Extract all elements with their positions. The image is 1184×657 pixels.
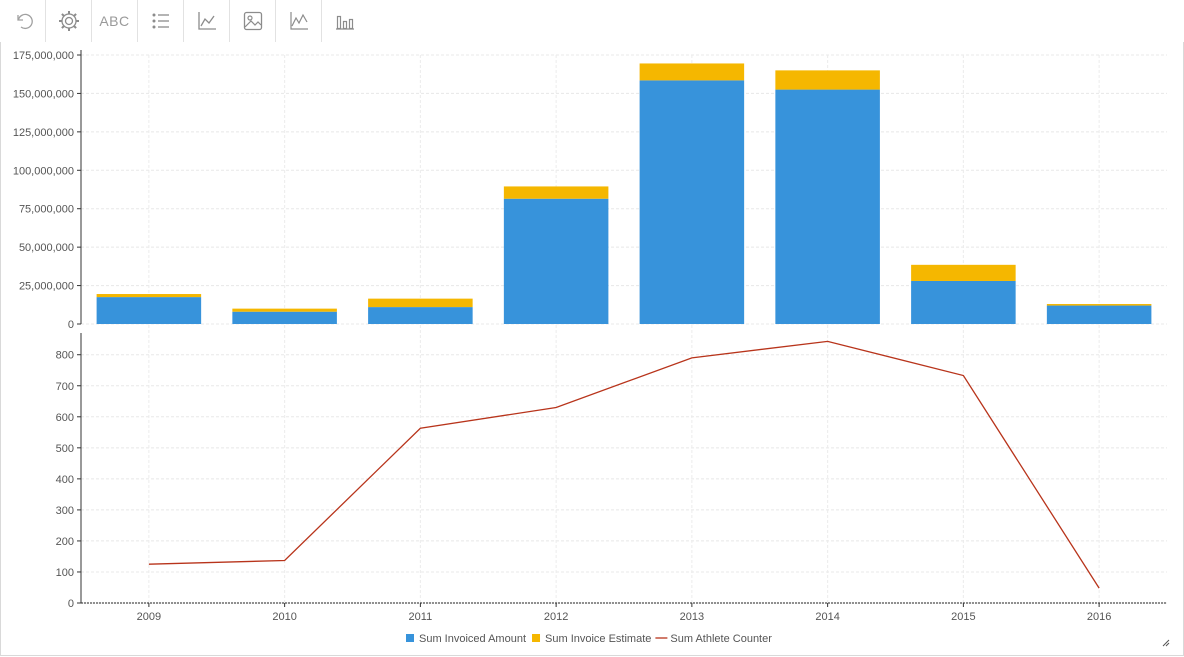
y-tick-label-bottom: 200 xyxy=(56,536,74,548)
y-tick-label-top: 50,000,000 xyxy=(19,242,74,254)
y-tick-label-top: 100,000,000 xyxy=(13,165,74,177)
bar[interactable] xyxy=(911,280,1016,324)
bar[interactable] xyxy=(639,80,745,324)
legend-label: Sum Invoice Estimate xyxy=(545,633,651,645)
bar[interactable] xyxy=(639,63,745,81)
x-tick-label: 2016 xyxy=(1087,611,1111,623)
bars xyxy=(96,63,1152,324)
bar[interactable] xyxy=(96,294,202,298)
legend-label: Sum Invoiced Amount xyxy=(419,633,526,645)
bar[interactable] xyxy=(368,307,473,324)
y-tick-label-top: 75,000,000 xyxy=(19,204,74,216)
image-icon xyxy=(243,11,262,31)
y-tick-label-top: 25,000,000 xyxy=(19,281,74,293)
x-tick-label: 2011 xyxy=(409,611,433,623)
bar[interactable] xyxy=(1046,304,1152,306)
y-tick-label-bottom: 600 xyxy=(56,412,74,424)
gear-icon xyxy=(58,11,79,31)
line-chart-button[interactable] xyxy=(276,0,322,42)
axes-button[interactable] xyxy=(184,0,230,42)
y-tick-label-top: 125,000,000 xyxy=(13,127,74,139)
bar[interactable] xyxy=(96,297,202,324)
x-tick-label: 2015 xyxy=(951,611,975,623)
legend-swatch xyxy=(406,634,414,642)
bar[interactable] xyxy=(368,298,473,308)
y-tick-label-bottom: 0 xyxy=(68,598,74,610)
y-tick-label-bottom: 700 xyxy=(56,381,74,393)
text-button-label: ABC xyxy=(99,13,130,29)
grid xyxy=(81,54,1167,604)
bar[interactable] xyxy=(503,198,609,324)
bar[interactable] xyxy=(775,89,880,324)
list-icon xyxy=(152,13,169,29)
axes-icon xyxy=(197,12,216,30)
axes: 0 25,000,000 50,000,000 75,000,000 100,000,0… xyxy=(13,50,1167,623)
bar[interactable] xyxy=(503,186,609,199)
x-tick-label: 2012 xyxy=(544,611,568,623)
legend: Sum Invoiced Amount Sum Invoice Estimate S… xyxy=(406,633,772,645)
bar[interactable] xyxy=(911,264,1016,281)
x-tick-label: 2009 xyxy=(137,611,161,623)
legend-button[interactable] xyxy=(138,0,184,42)
resize-grip-icon[interactable] xyxy=(1162,639,1170,647)
y-tick-label-top: 175,000,000 xyxy=(13,50,74,62)
bar[interactable] xyxy=(1046,305,1152,324)
undo-icon xyxy=(16,13,33,30)
y-tick-label-top: 0 xyxy=(68,319,74,331)
bar-chart-button[interactable] xyxy=(322,0,368,42)
bar-chart-icon xyxy=(336,15,354,30)
y-tick-label-top: 150,000,000 xyxy=(13,88,74,100)
line-chart-icon xyxy=(289,12,308,30)
x-tick-label: 2010 xyxy=(272,611,296,623)
y-tick-label-bottom: 100 xyxy=(56,567,74,579)
image-button[interactable] xyxy=(230,0,276,42)
text-button[interactable]: ABC xyxy=(92,0,138,42)
legend-label: Sum Athlete Counter xyxy=(670,633,772,645)
settings-button[interactable] xyxy=(46,0,92,42)
legend-swatch xyxy=(532,634,541,642)
line-series xyxy=(148,340,1100,589)
x-tick-label: 2014 xyxy=(815,611,839,623)
bar[interactable] xyxy=(232,311,337,324)
y-tick-label-bottom: 300 xyxy=(56,505,74,517)
series-line[interactable] xyxy=(148,340,1100,589)
bar[interactable] xyxy=(775,70,880,90)
undo-button[interactable] xyxy=(0,0,46,42)
bar[interactable] xyxy=(232,308,337,312)
y-tick-label-bottom: 500 xyxy=(56,443,74,455)
x-tick-label: 2013 xyxy=(680,611,704,623)
chart-frame xyxy=(0,42,1184,656)
y-tick-label-bottom: 800 xyxy=(56,350,74,362)
y-tick-label-bottom: 400 xyxy=(56,474,74,486)
